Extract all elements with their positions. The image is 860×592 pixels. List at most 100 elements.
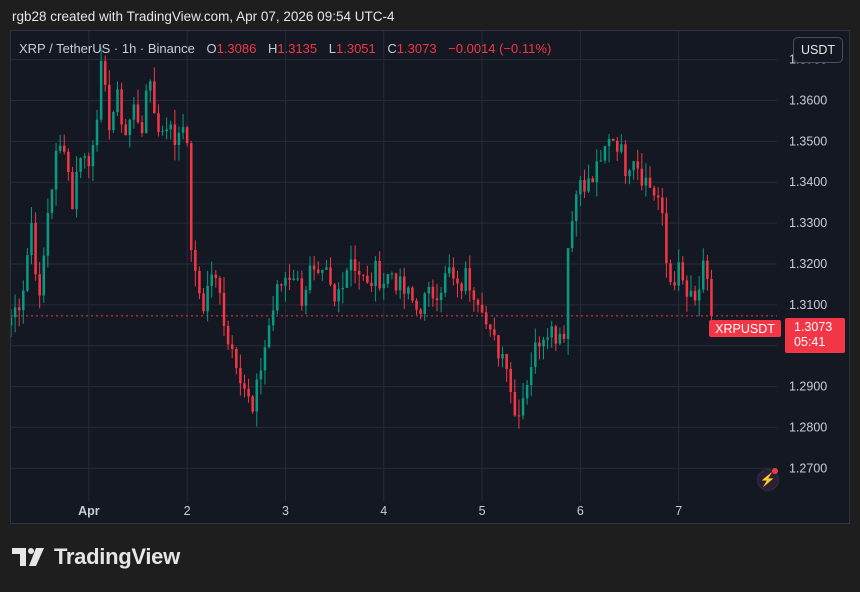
candle-body <box>521 398 525 416</box>
candle <box>255 373 259 427</box>
candle <box>488 324 492 337</box>
y-tick-label: 1.3400 <box>789 175 827 189</box>
candle <box>644 163 648 197</box>
candle <box>566 248 570 355</box>
candle-body <box>218 278 222 293</box>
candle <box>271 295 275 331</box>
candle <box>99 47 103 123</box>
candle <box>456 270 459 298</box>
candle <box>529 352 533 397</box>
candle-body <box>685 280 689 297</box>
candle <box>140 115 144 137</box>
candle-body <box>570 221 574 249</box>
candle-body <box>189 143 193 250</box>
candle-body <box>603 146 607 161</box>
candle <box>407 286 410 300</box>
candle-body <box>26 255 29 291</box>
candle-body <box>374 260 377 287</box>
candle <box>112 110 115 133</box>
candle <box>419 307 422 320</box>
candle-body <box>554 326 558 344</box>
candle <box>149 79 152 103</box>
candle-body <box>112 112 115 131</box>
ohlc-legend: XRP / TetherUS · 1h · Binance O1.3086 H1… <box>19 41 551 56</box>
candle-body <box>38 274 41 296</box>
candle-body <box>579 180 582 195</box>
candle-body <box>497 335 500 359</box>
y-tick-label: 1.3500 <box>789 134 827 148</box>
candle <box>304 286 308 315</box>
close-value: 1.3073 <box>396 41 437 56</box>
candle-body <box>624 144 627 177</box>
candle <box>316 261 320 275</box>
x-tick-label: Apr <box>78 504 100 518</box>
candle-body <box>99 61 103 120</box>
candle <box>570 210 574 253</box>
candle-body <box>296 278 300 280</box>
candle-body <box>255 379 259 412</box>
candle-body <box>136 104 140 123</box>
candle <box>673 271 676 291</box>
candle <box>58 134 62 154</box>
candle <box>132 96 136 129</box>
candle <box>374 256 377 302</box>
lightning-icon[interactable]: ⚡ <box>757 469 779 491</box>
candle-body <box>710 279 713 316</box>
candlestick-chart[interactable]: 1.37001.36001.35001.34001.33001.32001.31… <box>11 31 849 523</box>
candle <box>202 288 205 314</box>
candle-body <box>382 283 386 289</box>
candle <box>300 270 304 311</box>
candle-body <box>116 89 119 113</box>
candle-body <box>259 370 263 380</box>
candle-body <box>341 287 345 290</box>
candle <box>325 259 328 270</box>
candle <box>206 270 209 322</box>
candle-body <box>210 274 213 286</box>
tradingview-logo-icon <box>12 545 48 569</box>
candle <box>333 283 336 307</box>
open-label: O <box>206 41 217 56</box>
candle <box>108 70 111 140</box>
candle-body <box>153 81 156 114</box>
candle-body <box>480 304 484 313</box>
candle-body <box>673 282 676 286</box>
candle <box>452 257 455 286</box>
last-price-value: 1.3073 <box>794 320 833 334</box>
candle-body <box>443 273 447 293</box>
candle-body <box>591 178 594 183</box>
candle <box>357 261 361 290</box>
candle <box>177 126 181 161</box>
candle-body <box>562 333 566 339</box>
candle <box>476 298 480 313</box>
candle-body <box>636 161 639 169</box>
candle <box>54 143 58 206</box>
candle <box>656 187 660 210</box>
candle <box>275 280 279 315</box>
candle <box>640 153 644 191</box>
candle-body <box>628 170 631 177</box>
candle-body <box>701 260 705 290</box>
candle-body <box>435 298 439 301</box>
candle <box>42 247 46 303</box>
candle <box>345 267 349 288</box>
candle-body <box>226 326 230 345</box>
candle-body <box>415 300 418 310</box>
candle <box>79 157 82 179</box>
candle-body <box>144 90 148 134</box>
candle-body <box>583 180 586 192</box>
candle <box>394 272 398 295</box>
candle-body <box>11 317 13 326</box>
candle-body <box>157 113 160 133</box>
candle <box>677 249 680 292</box>
candle <box>427 281 431 307</box>
y-tick-label: 1.3100 <box>789 298 827 312</box>
candle <box>185 125 189 147</box>
currency-button[interactable]: USDT <box>793 37 843 63</box>
chart-panel[interactable]: 1.37001.36001.35001.34001.33001.32001.31… <box>10 30 850 524</box>
candle <box>62 134 66 155</box>
symbol-label[interactable]: XRP / TetherUS · 1h · Binance <box>19 41 195 56</box>
candle <box>591 176 594 183</box>
candle-body <box>665 213 668 264</box>
candle <box>165 117 168 140</box>
candle <box>22 280 25 324</box>
